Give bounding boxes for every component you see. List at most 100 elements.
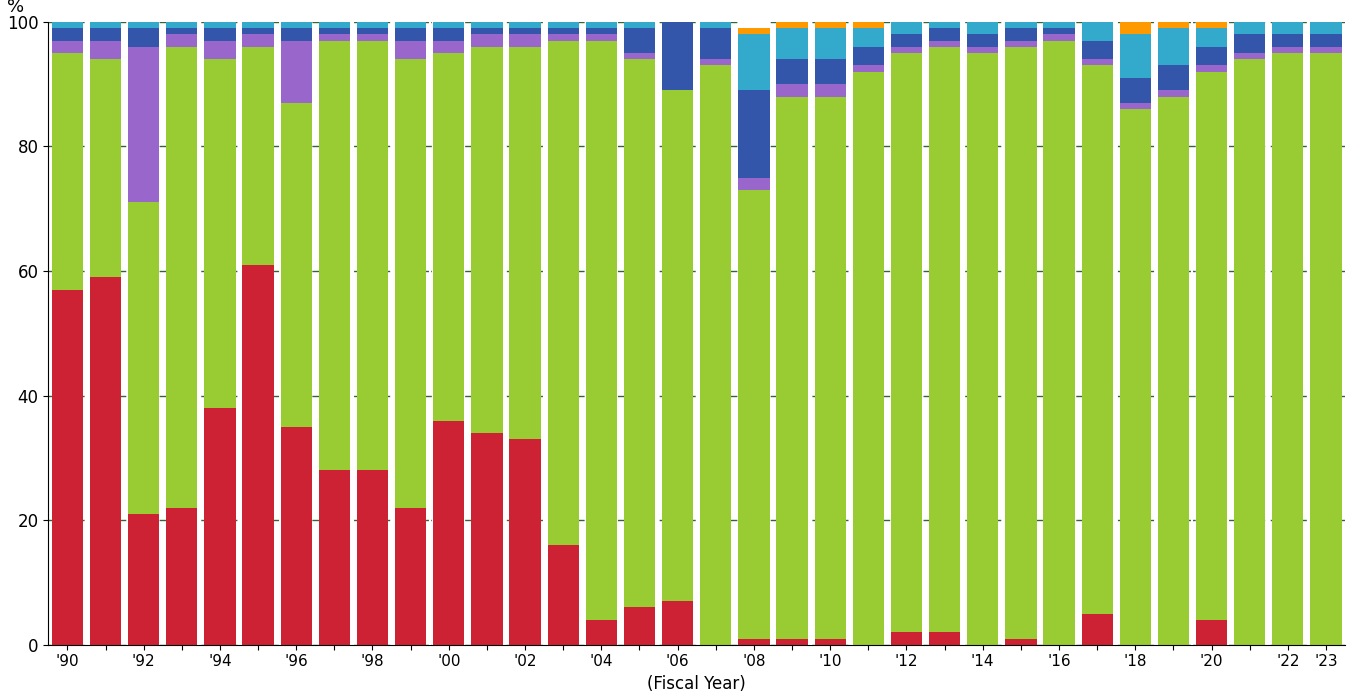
Bar [585,22,617,28]
Bar [1006,47,1037,638]
Bar [51,22,82,28]
Bar [242,47,273,265]
Bar [700,22,731,28]
Bar [472,34,503,47]
Bar [1082,65,1113,614]
Bar [51,290,82,645]
Bar [662,22,694,90]
Bar [929,41,960,47]
Bar [281,22,312,28]
Bar [814,84,846,97]
Bar [1082,60,1113,65]
Bar [853,28,884,47]
Bar [357,470,388,645]
Bar [776,28,807,60]
Bar [433,28,464,41]
Bar [281,41,312,103]
Bar [510,22,541,28]
Bar [1157,90,1188,97]
Bar [510,34,541,47]
Bar [1119,34,1151,78]
Bar [510,47,541,439]
Bar [319,28,350,34]
Bar [357,28,388,34]
Bar [1044,34,1075,41]
Bar [1082,22,1113,41]
Bar [1272,22,1303,34]
Bar [319,22,350,28]
Bar [204,408,235,645]
X-axis label: (Fiscal Year): (Fiscal Year) [648,675,746,693]
Bar [357,34,388,41]
Bar [395,28,426,41]
Bar [1310,47,1341,53]
Bar [89,60,122,277]
Bar [585,620,617,645]
Bar [700,28,731,60]
Bar [738,178,769,190]
Bar [662,90,694,601]
Bar [472,22,503,28]
Bar [623,608,656,645]
Bar [395,508,426,645]
Bar [433,421,464,645]
Bar [738,34,769,90]
Bar [585,34,617,41]
Bar [281,103,312,427]
Bar [319,34,350,41]
Bar [1272,53,1303,645]
Bar [738,190,769,638]
Bar [89,277,122,645]
Bar [242,34,273,47]
Bar [1044,22,1075,28]
Bar [623,60,656,608]
Bar [1234,22,1265,34]
Bar [472,47,503,433]
Bar [166,22,197,28]
Bar [1044,41,1075,645]
Bar [1119,103,1151,109]
Bar [204,22,235,28]
Bar [89,41,122,60]
Bar [128,22,160,28]
Bar [89,22,122,28]
Bar [242,22,273,28]
Bar [738,638,769,645]
Bar [776,97,807,638]
Bar [281,427,312,645]
Bar [967,34,998,47]
Bar [510,28,541,34]
Bar [1119,109,1151,645]
Bar [700,65,731,645]
Bar [929,22,960,28]
Bar [433,53,464,421]
Bar [1310,53,1341,645]
Bar [166,34,197,47]
Bar [1006,41,1037,47]
Bar [814,638,846,645]
Bar [1310,34,1341,47]
Bar [204,60,235,408]
Bar [1157,28,1188,65]
Bar [472,433,503,645]
Bar [319,41,350,470]
Bar [738,90,769,178]
Bar [51,28,82,41]
Bar [891,632,922,645]
Bar [1157,97,1188,645]
Bar [1119,22,1151,34]
Bar [776,84,807,97]
Bar [548,22,579,28]
Bar [357,22,388,28]
Bar [1157,65,1188,90]
Bar [814,60,846,84]
Bar [242,28,273,34]
Bar [623,22,656,28]
Bar [548,34,579,41]
Bar [853,47,884,65]
Bar [1119,78,1151,103]
Bar [1197,620,1228,645]
Bar [128,514,160,645]
Bar [395,60,426,508]
Bar [242,265,273,645]
